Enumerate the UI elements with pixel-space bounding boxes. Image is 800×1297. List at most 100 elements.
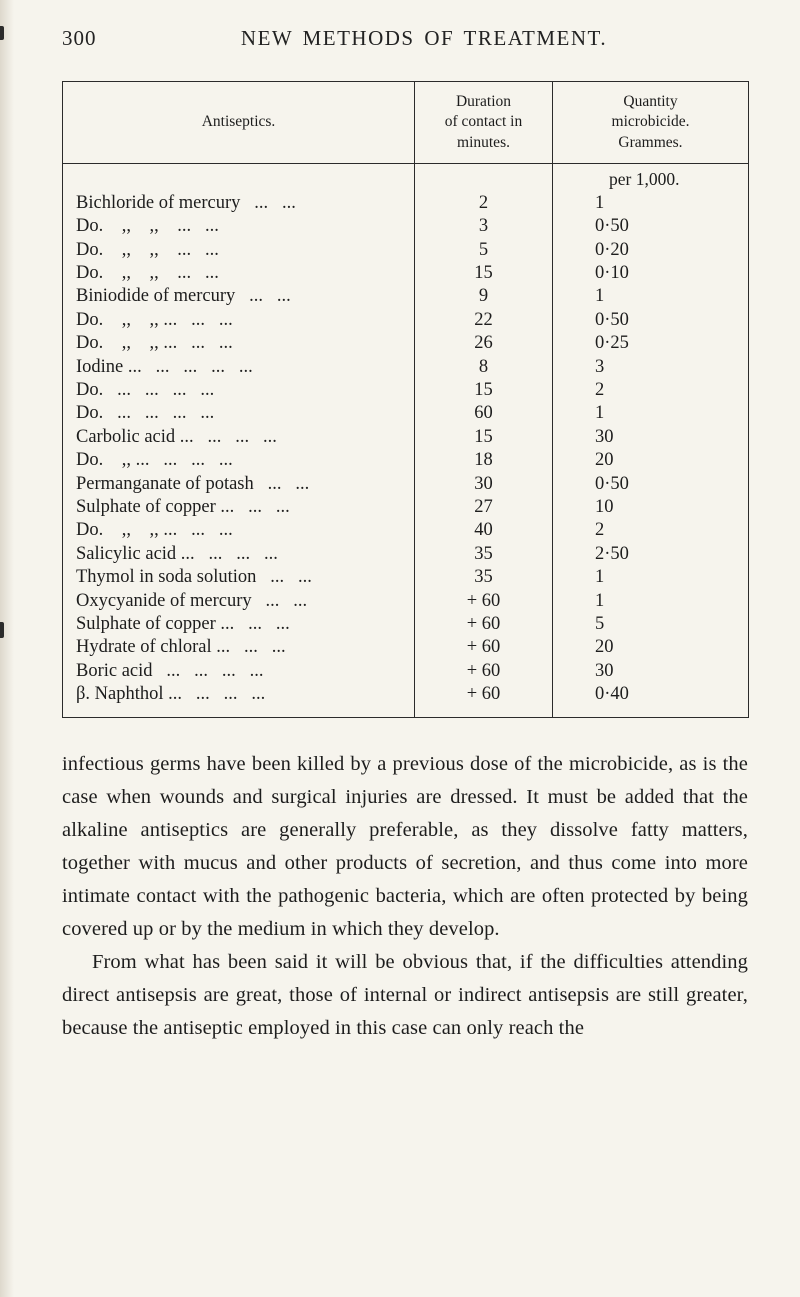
table-header-row: Antiseptics. Duration of contact in minu… (62, 81, 749, 165)
duration-value: 22 (414, 308, 553, 333)
quantity-value: 2 (552, 519, 749, 543)
antiseptic-label: Do. ,, ,, ... ... (76, 216, 219, 237)
table-row: Bichloride of mercury ... ... 2 1 (63, 191, 749, 216)
antiseptic-label: Sulphate of copper ... ... ... (76, 497, 290, 518)
antiseptic-label: Do. ,, ,, ... ... ... (76, 520, 233, 541)
quantity-value: 1 (552, 285, 749, 309)
table-row: Do. ... ... ... ... 60 1 (63, 402, 749, 426)
table-row: Do. ,, ,, ... ... ... 26 0·25 (63, 332, 749, 356)
duration-value: 15 (414, 425, 553, 450)
table-row: Sulphate of copper ... ... ... + 60 5 (63, 613, 749, 637)
table-row: Iodine ... ... ... ... ... 8 3 (63, 355, 749, 380)
table-row: Do. ,, ,, ... ... 15 0·10 (63, 261, 749, 286)
antiseptic-label: Iodine ... ... ... ... ... (76, 356, 253, 377)
duration-value: 15 (414, 379, 553, 403)
antiseptic-label: β. Naphthol ... ... ... ... (76, 684, 266, 705)
table-row: Oxycyanide of mercury ... ... + 60 1 (63, 589, 749, 614)
quantity-value: 30 (552, 425, 749, 450)
antiseptic-label: Salicylic acid ... ... ... ... (76, 543, 278, 564)
quantity-value: 0·25 (552, 332, 749, 356)
antiseptic-label: Carbolic acid ... ... ... ... (76, 426, 277, 447)
quantity-value: 30 (552, 659, 749, 684)
antiseptic-label: Do. ,, ,, ... ... ... (76, 333, 233, 354)
duration-value: 15 (414, 261, 553, 286)
column-header-quantity: Quantity microbicide. Grammes. (552, 81, 749, 165)
antiseptic-label: Do. ... ... ... ... (76, 403, 215, 424)
quantity-value: 0·50 (552, 308, 749, 333)
antiseptic-label: Biniodide of mercury ... ... (76, 286, 291, 307)
antiseptics-table: Antiseptics. Duration of contact in minu… (62, 81, 749, 718)
body-text: infectious germs have been killed by a p… (62, 748, 748, 1045)
paragraph: From what has been said it will be obvio… (62, 950, 748, 1039)
table-row: β. Naphthol ... ... ... ... + 60 0·40 (63, 683, 749, 718)
antiseptic-label: Do. ,, ... ... ... ... (76, 450, 233, 471)
quantity-value: 2·50 (552, 542, 749, 567)
quantity-value: 0·20 (552, 238, 749, 262)
per-note-row: per 1,000. (63, 163, 749, 192)
empty-cell (414, 163, 553, 192)
duration-value: 30 (414, 472, 553, 497)
column-header-antiseptics: Antiseptics. (62, 81, 415, 165)
antiseptic-label: Hydrate of chloral ... ... ... (76, 637, 286, 658)
quantity-value: 1 (552, 566, 749, 590)
quantity-value: 20 (552, 636, 749, 660)
antiseptic-label: Do. ... ... ... ... (76, 380, 215, 401)
quantity-value: 1 (552, 402, 749, 426)
antiseptic-label: Do. ,, ,, ... ... (76, 239, 219, 260)
table-row: Boric acid ... ... ... ... + 60 30 (63, 659, 749, 684)
scan-artifact (0, 26, 4, 40)
paragraph: infectious germs have been killed by a p… (62, 752, 748, 940)
duration-value: + 60 (414, 589, 553, 614)
antiseptic-label: Sulphate of copper ... ... ... (76, 614, 290, 635)
duration-value: + 60 (414, 636, 553, 660)
duration-value: 40 (414, 519, 553, 543)
table-row: Permanganate of potash ... ... 30 0·50 (63, 472, 749, 497)
table-row: Do. ,, ... ... ... ... 18 20 (63, 449, 749, 473)
table-row: Do. ,, ,, ... ... 5 0·20 (63, 238, 749, 262)
antiseptic-label: Thymol in soda solution ... ... (76, 567, 312, 588)
duration-value: 8 (414, 355, 553, 380)
quantity-value: 0·50 (552, 215, 749, 239)
duration-value: 35 (414, 542, 553, 567)
duration-value: 27 (414, 496, 553, 520)
quantity-value: 0·40 (552, 683, 749, 718)
table-row: Biniodide of mercury ... ... 9 1 (63, 285, 749, 309)
antiseptic-label: Permanganate of potash ... ... (76, 473, 310, 494)
antiseptic-label: Boric acid ... ... ... ... (76, 660, 264, 681)
quantity-value: 0·10 (552, 261, 749, 286)
empty-cell (63, 164, 415, 192)
duration-value: 2 (414, 191, 553, 216)
antiseptic-label: Bichloride of mercury ... ... (76, 192, 296, 213)
duration-value: + 60 (414, 613, 553, 637)
running-head: 300 NEW METHODS OF TREATMENT. (62, 26, 746, 51)
quantity-value: 20 (552, 449, 749, 473)
duration-value: + 60 (414, 659, 553, 684)
page-number: 300 (62, 26, 97, 50)
table-row: Do. ,, ,, ... ... ... 22 0·50 (63, 308, 749, 333)
per-note: per 1,000. (552, 163, 749, 192)
antiseptic-label: Oxycyanide of mercury ... ... (76, 590, 308, 611)
antiseptic-label: Do. ,, ,, ... ... ... (76, 309, 233, 330)
table-row: Sulphate of copper ... ... ... 27 10 (63, 496, 749, 520)
table-row: Do. ... ... ... ... 15 2 (63, 379, 749, 403)
duration-value: 5 (414, 238, 553, 262)
duration-value: 18 (414, 449, 553, 473)
quantity-value: 2 (552, 379, 749, 403)
duration-value: 35 (414, 566, 553, 590)
scan-artifact (0, 622, 4, 638)
duration-value: 60 (414, 402, 553, 426)
antiseptics-table-body: per 1,000. Bichloride of mercury ... ...… (63, 163, 749, 718)
quantity-value: 0·50 (552, 472, 749, 497)
table-header: Antiseptics. Duration of contact in minu… (62, 81, 749, 165)
antiseptic-label: Do. ,, ,, ... ... (76, 262, 219, 283)
table-row: Do. ,, ,, ... ... 3 0·50 (63, 215, 749, 239)
table-row: Carbolic acid ... ... ... ... 15 30 (63, 425, 749, 450)
quantity-value: 10 (552, 496, 749, 520)
table-row: Thymol in soda solution ... ... 35 1 (63, 566, 749, 590)
duration-value: 3 (414, 215, 553, 239)
column-header-duration: Duration of contact in minutes. (414, 81, 553, 165)
duration-value: 26 (414, 332, 553, 356)
quantity-value: 3 (552, 355, 749, 380)
table-row: Salicylic acid ... ... ... ... 35 2·50 (63, 542, 749, 567)
